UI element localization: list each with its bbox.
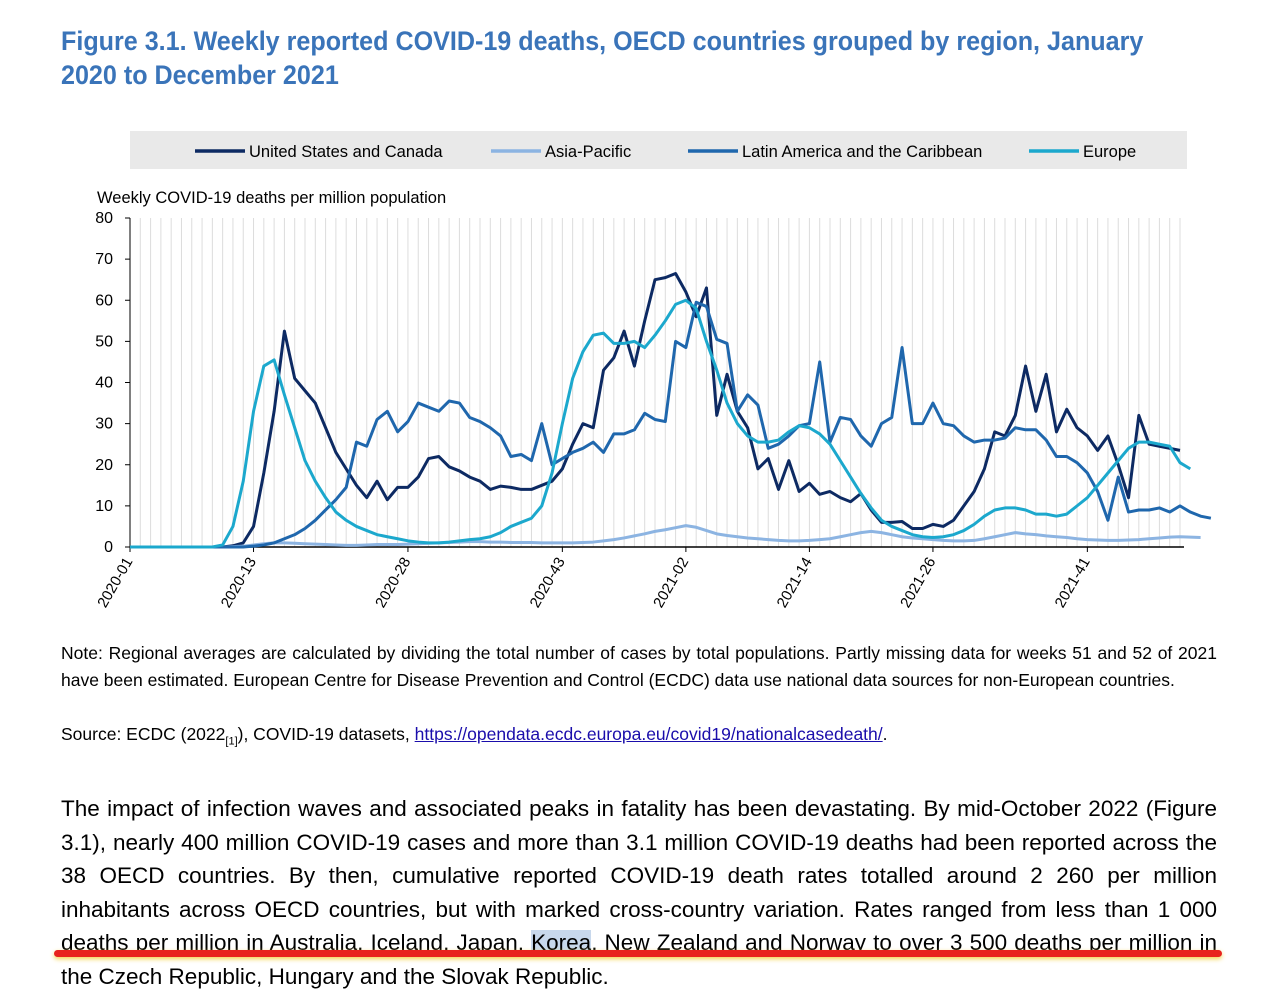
x-tick-label: 2021-41: [1052, 555, 1094, 611]
figure-note: Note: Regional averages are calculated b…: [61, 643, 1217, 690]
x-axis: 2020-01 2020-13 2020-28 2020-43 2021-02 2021-…: [94, 546, 1184, 611]
y-axis-ticks: 0 10 20 30 40 50 60 70 80: [95, 210, 131, 556]
series-lines: [130, 272, 1212, 549]
y-tick-label: 80: [95, 210, 113, 227]
series-line-asia-pacific: [130, 524, 1201, 549]
x-tick-label: 2020-13: [218, 555, 260, 611]
series-line-latin-america-and-the-caribbean: [130, 300, 1212, 549]
x-tick-label: 2020-43: [527, 555, 569, 611]
x-tick-label: 2021-26: [897, 555, 939, 611]
y-tick-label: 30: [95, 416, 113, 433]
y-tick-label: 70: [95, 251, 113, 268]
y-tick-label: 0: [104, 539, 113, 556]
source-ref: [1]: [225, 735, 238, 748]
y-tick-label: 10: [95, 498, 113, 515]
series-line-europe: [130, 298, 1192, 549]
legend-entry-label: United States and Canada: [249, 143, 443, 161]
red-underline-annotation: [54, 950, 1222, 957]
figure-title: Figure 3.1. Weekly reported COVID-19 dea…: [61, 26, 1144, 90]
legend-entry-label: Asia-Pacific: [545, 143, 631, 161]
legend-background: [130, 131, 1187, 169]
x-tick-label: 2020-28: [372, 555, 414, 611]
body-paragraph: The impact of infection waves and associ…: [61, 792, 1217, 993]
line-chart: United States and Canada Asia-Pacific Lati…: [94, 131, 1212, 611]
source-prefix: Source: ECDC (2022: [61, 724, 226, 744]
source-middle: ), COVID-19 datasets,: [237, 724, 415, 744]
figure-source: Source: ECDC (2022[1]), COVID-19 dataset…: [61, 721, 1217, 756]
y-tick-label: 20: [95, 457, 113, 474]
y-tick-label: 60: [95, 292, 113, 309]
y-tick-label: 50: [95, 333, 113, 350]
legend: United States and Canada Asia-Pacific Lati…: [195, 143, 1136, 161]
y-axis-label: Weekly COVID-19 deaths per million popul…: [97, 189, 446, 207]
legend-entry-label: Latin America and the Caribbean: [742, 143, 982, 161]
source-link[interactable]: https://opendata.ecdc.europa.eu/covid19/…: [414, 724, 883, 744]
body-text-part1: The impact of infection waves and associ…: [61, 796, 1217, 955]
x-tick-label: 2021-02: [650, 555, 692, 611]
source-suffix: .: [882, 724, 888, 744]
y-tick-label: 40: [95, 375, 113, 392]
legend-entry-label: Europe: [1083, 143, 1136, 161]
x-tick-label: 2020-01: [94, 555, 136, 611]
x-tick-label: 2021-14: [774, 555, 816, 611]
